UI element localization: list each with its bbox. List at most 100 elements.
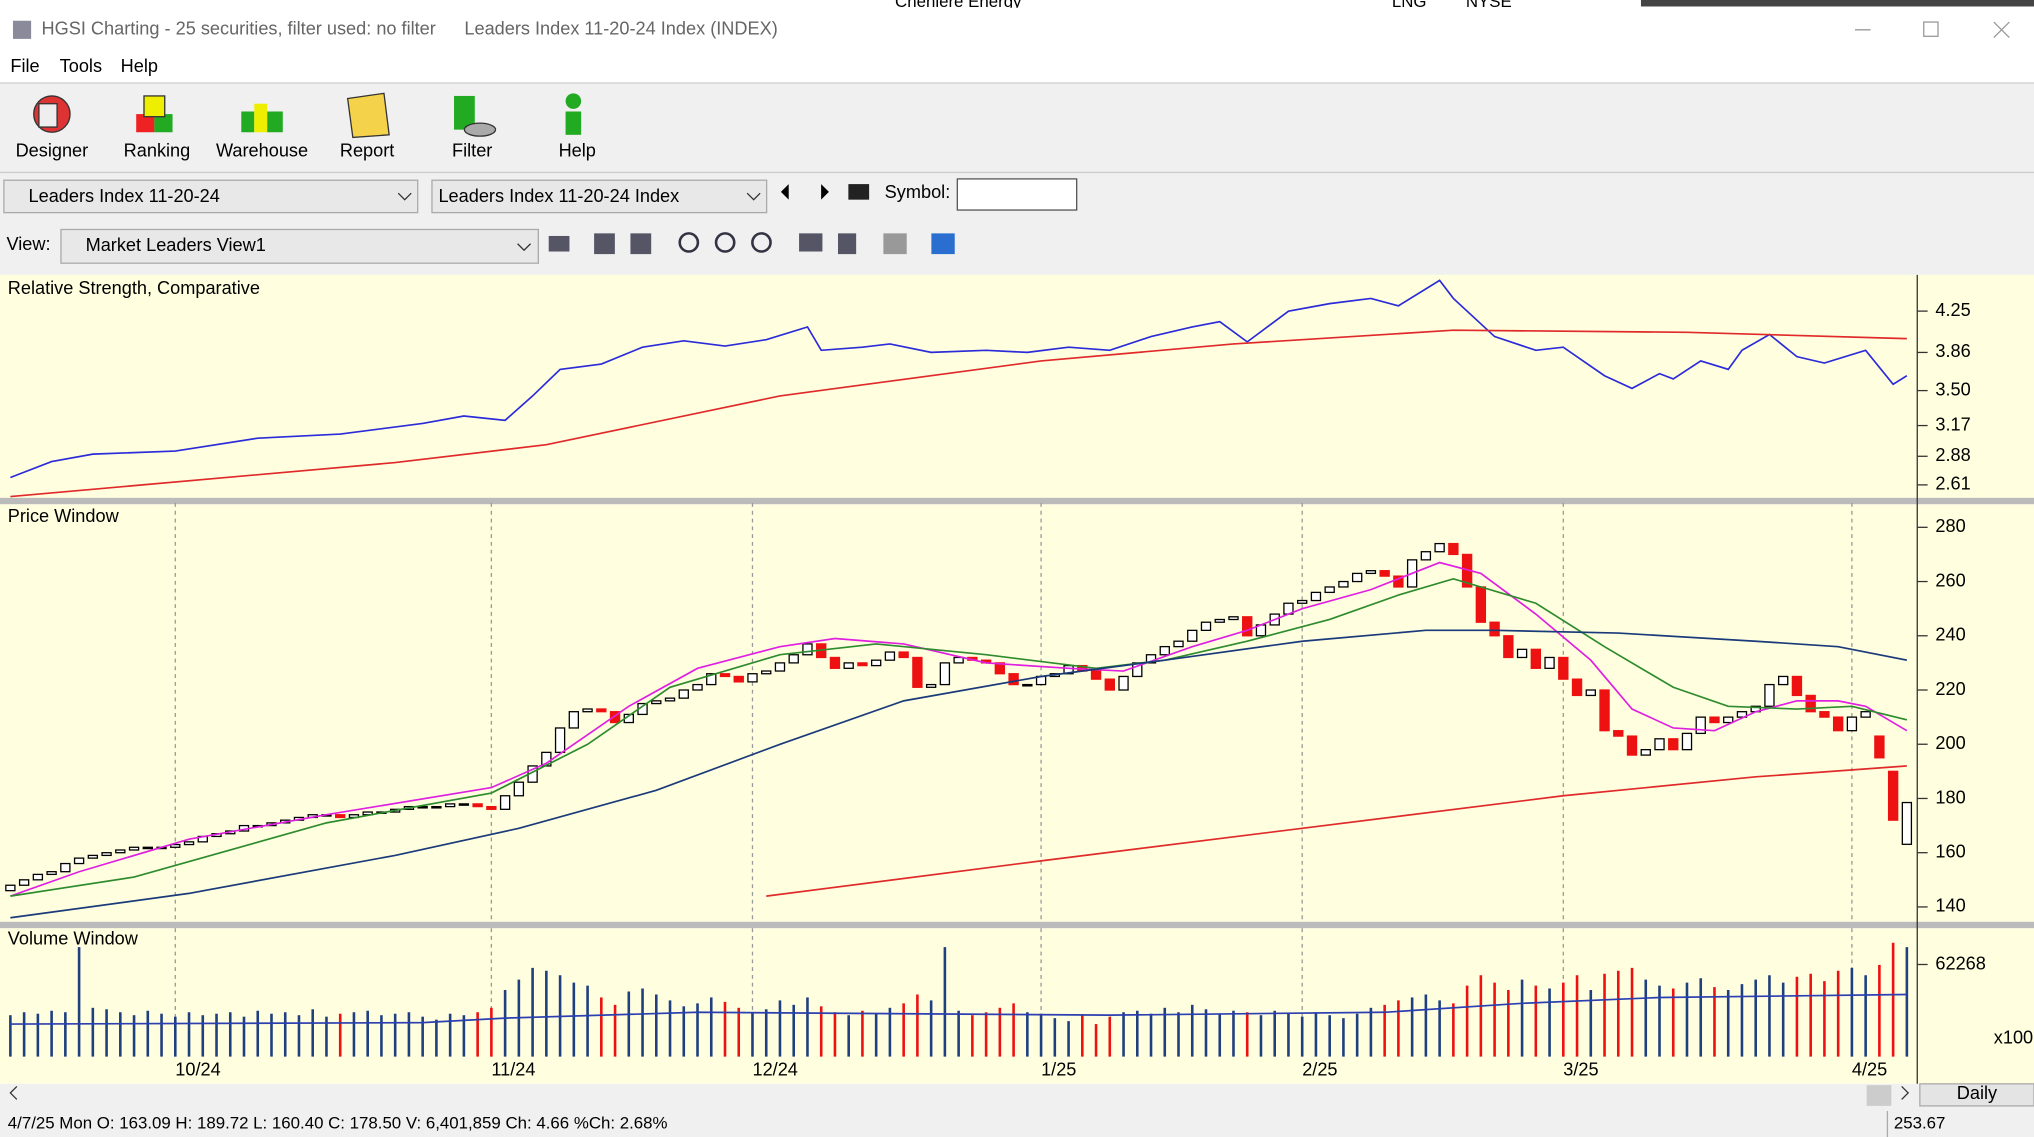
candle xyxy=(1228,616,1239,621)
candle xyxy=(1846,716,1858,732)
candle xyxy=(1242,616,1253,637)
candle xyxy=(898,651,909,659)
toolbar-button[interactable]: Designer xyxy=(16,140,89,160)
x-tick-label: 1/25 xyxy=(1041,1060,1076,1080)
status-text: 4/7/25 Mon O: 163.09 H: 189.72 L: 160.40… xyxy=(8,1113,668,1132)
candle xyxy=(1090,670,1102,680)
line-series xyxy=(10,279,1908,479)
find-button[interactable] xyxy=(848,184,870,200)
candle xyxy=(582,708,593,713)
toolbar-icons xyxy=(33,92,582,139)
candle xyxy=(1503,635,1514,659)
candle xyxy=(568,711,580,729)
candle xyxy=(1379,570,1390,577)
candle xyxy=(335,814,346,819)
list-combobox[interactable] xyxy=(3,179,419,214)
candle xyxy=(884,651,896,661)
candle xyxy=(183,841,195,846)
candle xyxy=(513,781,525,797)
candle xyxy=(761,670,772,675)
candle xyxy=(843,662,854,669)
candle xyxy=(1901,801,1913,845)
menu-item[interactable]: File xyxy=(10,56,39,76)
menu-item[interactable]: Help xyxy=(121,56,158,76)
view-selector[interactable]: Market Leaders View1 xyxy=(86,235,266,255)
candle xyxy=(802,643,813,656)
index-selector[interactable]: Leaders Index 11-20-24 Index xyxy=(438,186,679,206)
candle xyxy=(609,711,621,724)
candle xyxy=(1008,673,1019,686)
candle xyxy=(128,846,140,851)
candle xyxy=(1668,738,1679,751)
toolbar-button[interactable]: Ranking xyxy=(124,140,191,160)
toolbar-button[interactable]: Filter xyxy=(452,140,492,160)
candle xyxy=(1599,689,1610,732)
candle xyxy=(458,803,470,806)
candle xyxy=(1819,711,1830,718)
candle xyxy=(1516,648,1528,659)
candle xyxy=(596,708,607,713)
candle xyxy=(1764,683,1775,707)
panel-title: Price Window xyxy=(8,506,120,526)
candle xyxy=(1805,694,1816,713)
line-series xyxy=(10,629,1908,919)
candle xyxy=(5,884,16,892)
candle xyxy=(1640,749,1651,756)
candle xyxy=(1654,738,1665,751)
next-button[interactable] xyxy=(821,184,829,200)
candle xyxy=(1200,621,1212,632)
rs-panel xyxy=(0,274,2034,498)
scroll-thumb[interactable] xyxy=(1866,1085,1892,1106)
candle xyxy=(87,854,99,859)
toolbar-button[interactable]: Report xyxy=(340,140,394,160)
close-button[interactable] xyxy=(1993,21,2010,39)
view-combobox[interactable] xyxy=(60,228,539,264)
menu-item[interactable]: Tools xyxy=(60,56,102,76)
candle xyxy=(1434,542,1445,553)
candle xyxy=(1104,678,1115,691)
candle xyxy=(719,673,731,678)
toolbar-button[interactable]: Warehouse xyxy=(216,140,308,160)
background-text: Cheniere Energy xyxy=(895,0,1022,11)
candle xyxy=(170,843,181,848)
candle xyxy=(73,857,85,865)
index-combobox[interactable] xyxy=(431,179,768,214)
period-button[interactable] xyxy=(1919,1083,2034,1107)
candle xyxy=(1558,656,1569,680)
line-series xyxy=(766,765,1907,897)
candle xyxy=(857,662,868,667)
prev-button[interactable] xyxy=(780,184,789,200)
panel-title: Volume Window xyxy=(8,929,139,949)
background-text: LNG xyxy=(1392,0,1427,11)
x-tick-label: 12/24 xyxy=(752,1060,797,1080)
volume-panel xyxy=(0,928,2034,1084)
y-tick-label: 62268 xyxy=(1935,953,1985,973)
y-tick-label: 2.88 xyxy=(1935,445,1970,465)
scrollbar[interactable] xyxy=(0,1083,2034,1109)
candle xyxy=(1118,675,1129,691)
toolbar-button[interactable]: Help xyxy=(559,140,596,160)
candle xyxy=(142,846,153,850)
candle xyxy=(664,697,676,702)
view-tools[interactable] xyxy=(548,232,955,255)
candle xyxy=(18,879,30,886)
candle xyxy=(115,849,126,854)
candle xyxy=(733,675,744,683)
candle xyxy=(1791,675,1803,697)
app-icon xyxy=(12,20,32,39)
symbol-input[interactable] xyxy=(956,178,1078,211)
y-tick-label: 240 xyxy=(1935,625,1965,645)
candle xyxy=(444,803,456,808)
maximize-button[interactable] xyxy=(1923,21,1939,37)
y-tick-label: 3.86 xyxy=(1935,341,1970,361)
candle xyxy=(46,871,57,876)
background-window xyxy=(0,0,2034,11)
candle xyxy=(953,656,964,664)
candle xyxy=(1736,711,1748,718)
list-selector[interactable]: Leaders Index 11-20-24 xyxy=(29,186,220,206)
y-tick-label: 260 xyxy=(1935,570,1965,590)
period-label[interactable]: Daily xyxy=(1957,1083,1998,1103)
candle xyxy=(651,700,662,705)
